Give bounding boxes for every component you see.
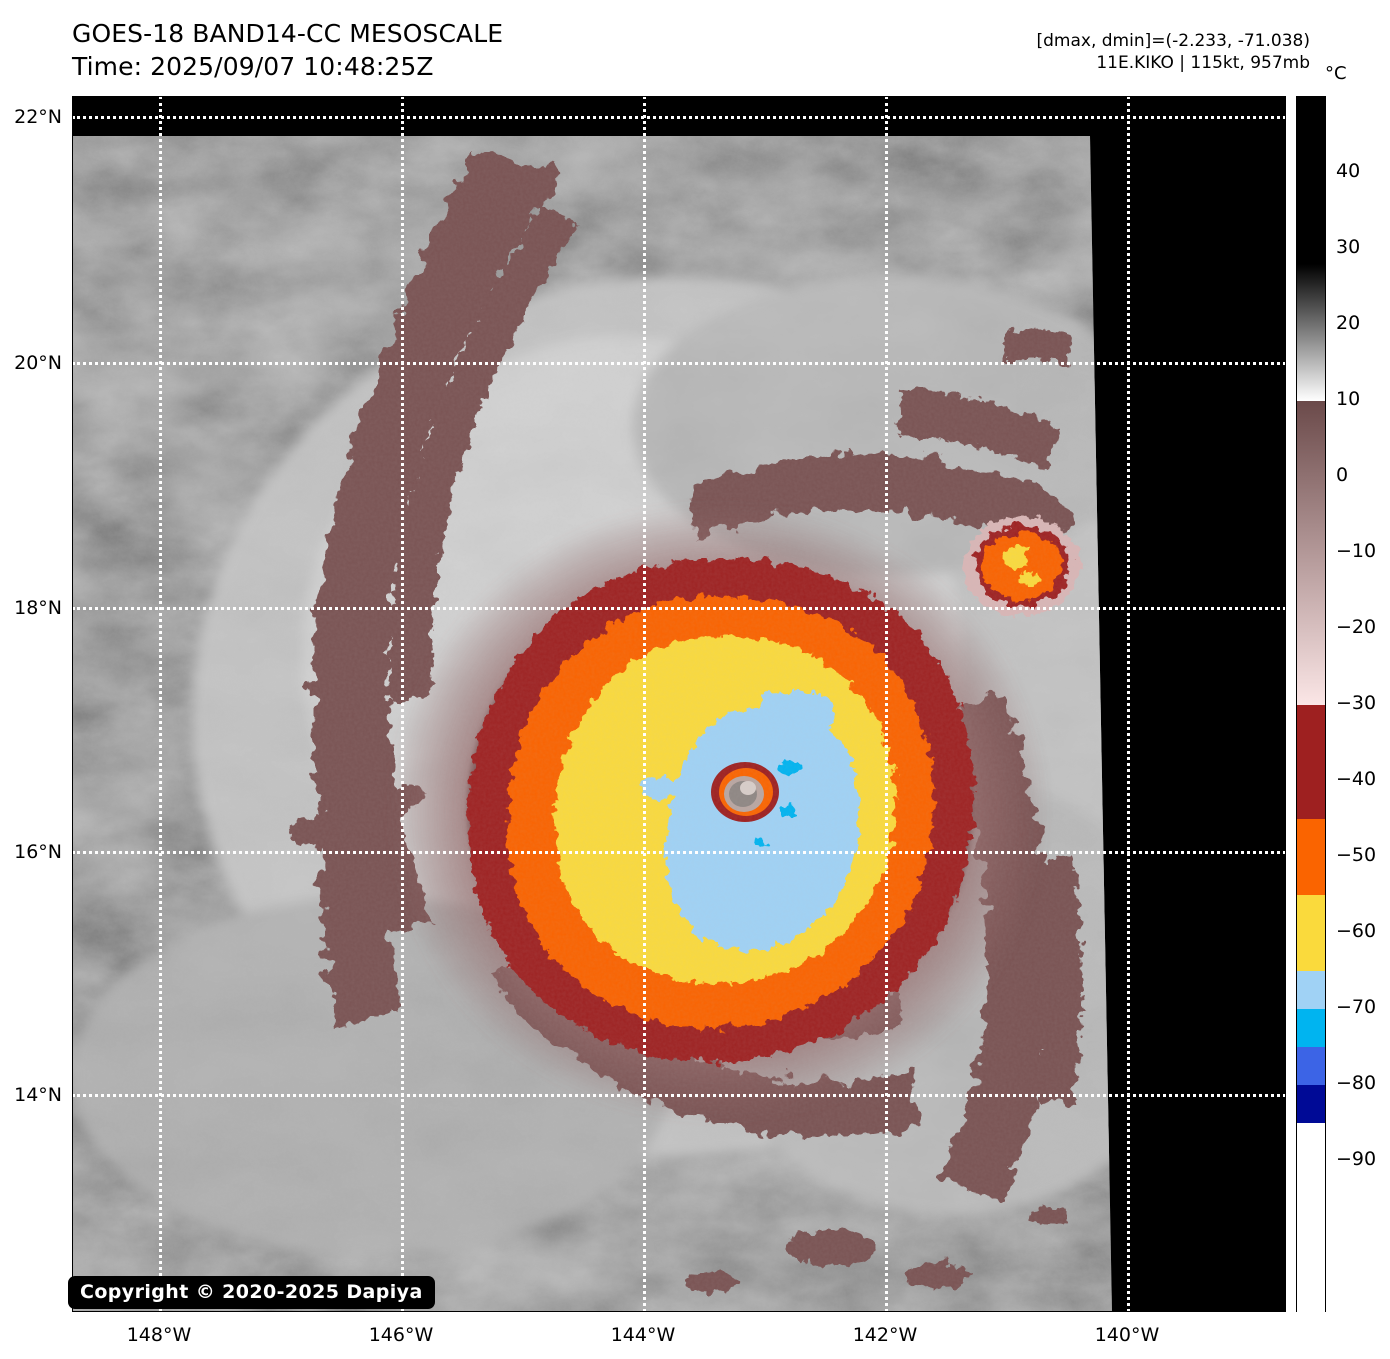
ytick-18N: 18°N	[14, 597, 62, 619]
xtick-144W: 144°W	[610, 1324, 676, 1346]
colorbar-segment-orange	[1297, 819, 1325, 895]
colorbar-segment-light-blue	[1297, 971, 1325, 1009]
satellite-imagery-plot[interactable]	[72, 96, 1286, 1312]
xtick-142W: 142°W	[852, 1324, 918, 1346]
cbtick-m40: −40	[1336, 768, 1377, 790]
colorbar-segment-grey-ramp	[1297, 264, 1325, 401]
timestamp-label: Time: 2025/09/07 10:48:25Z	[72, 51, 434, 81]
cbtick-m50: −50	[1336, 844, 1377, 866]
cbtick-20: 20	[1336, 312, 1361, 334]
temperature-colorbar[interactable]	[1296, 96, 1326, 1313]
colorbar-segment-dark-red	[1297, 705, 1325, 819]
xtick-146W: 146°W	[368, 1324, 434, 1346]
colorbar-segment-navy	[1297, 1085, 1325, 1123]
colorbar-segment-black-warm	[1297, 97, 1325, 265]
colorbar-segment-white-cold	[1297, 1123, 1325, 1313]
cbtick-0: 0	[1336, 464, 1349, 486]
storm-info-label: 11E.KIKO | 115kt, 957mb	[1096, 53, 1310, 74]
cbtick-10: 10	[1336, 388, 1361, 410]
cbtick-m10: −10	[1336, 540, 1377, 562]
cbtick-m60: −60	[1336, 920, 1377, 942]
xtick-148W: 148°W	[126, 1324, 192, 1346]
header-right: [dmax, dmin]=(-2.233, -71.038) 11E.KIKO …	[1037, 30, 1311, 75]
ytick-14N: 14°N	[14, 1084, 62, 1106]
ytick-16N: 16°N	[14, 841, 62, 863]
cbtick-m30: −30	[1336, 692, 1377, 714]
data-range-label: [dmax, dmin]=(-2.233, -71.038)	[1036, 31, 1311, 51]
cbtick-m90: −90	[1336, 1148, 1377, 1170]
ir-imagery-canvas	[72, 96, 1286, 1312]
colorbar-segment-brown-ramp	[1297, 401, 1325, 705]
cbtick-m80: −80	[1336, 1072, 1377, 1094]
cbtick-m20: −20	[1336, 616, 1377, 638]
page-title: GOES-18 BAND14-CC MESOSCALE	[72, 19, 504, 48]
colorbar-segment-cyan	[1297, 1009, 1325, 1047]
colorbar-segment-yellow	[1297, 895, 1325, 971]
cbtick-40: 40	[1336, 160, 1361, 182]
header-left: GOES-18 BAND14-CC MESOSCALE Time: 2025/0…	[72, 18, 503, 83]
cbtick-m70: −70	[1336, 996, 1377, 1018]
ytick-22N: 22°N	[14, 106, 62, 128]
cbtick-30: 30	[1336, 236, 1361, 258]
copyright-watermark: Copyright © 2020-2025 Dapiya	[68, 1276, 435, 1309]
xtick-140W: 140°W	[1094, 1324, 1160, 1346]
ytick-20N: 20°N	[14, 352, 62, 374]
colorbar-unit-label: °C	[1325, 63, 1347, 84]
ir-data-sector	[72, 136, 1112, 1312]
colorbar-segment-blue	[1297, 1047, 1325, 1085]
